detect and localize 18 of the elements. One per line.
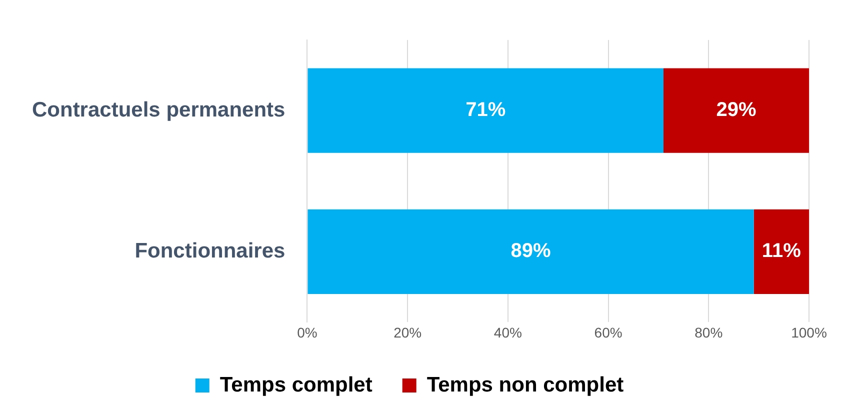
x-tick-label: 0%	[297, 324, 318, 340]
data-label: 89%	[510, 240, 551, 262]
x-tick-label: 20%	[394, 324, 422, 340]
data-label: 11%	[762, 240, 802, 262]
legend-label: Temps complet	[220, 373, 372, 396]
x-tick-label: 100%	[791, 324, 827, 340]
bar	[308, 209, 754, 294]
x-tick-label: 40%	[494, 324, 522, 340]
x-tick-label: 60%	[594, 324, 622, 340]
y-tick-label: Fonctionnaires	[134, 239, 286, 262]
data-label: 71%	[466, 99, 506, 122]
bar	[308, 68, 664, 153]
bar	[663, 68, 809, 153]
x-tick-label: 80%	[694, 324, 723, 340]
legend-label: Temps non complet	[426, 373, 624, 396]
bar	[754, 209, 809, 294]
data-label: 29%	[716, 99, 756, 122]
y-tick-label: Contractuels permanents	[32, 98, 286, 122]
